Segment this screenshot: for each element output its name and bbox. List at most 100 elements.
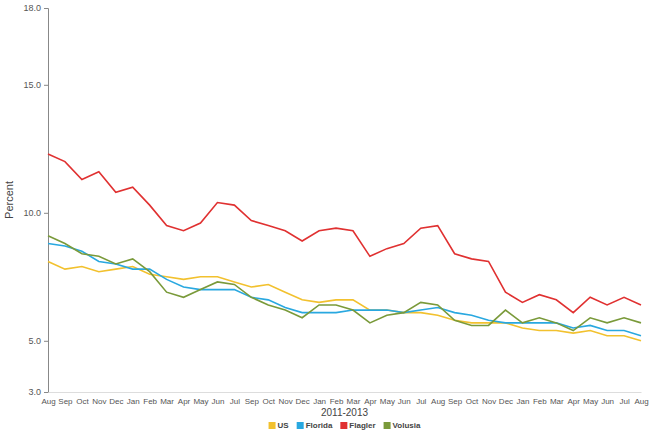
x-tick-label: May <box>380 397 395 406</box>
x-tick-label: Sep <box>58 397 73 406</box>
x-tick: Mar <box>550 392 564 406</box>
x-tick: Dec <box>109 392 123 406</box>
x-tick-label: Dec <box>499 397 513 406</box>
x-tick-label: Feb <box>143 397 157 406</box>
x-tick: Oct <box>466 392 479 406</box>
x-tick: Apr <box>364 392 377 406</box>
x-tick-label: May <box>583 397 598 406</box>
x-tick-label: Dec <box>109 397 123 406</box>
x-tick: Oct <box>76 392 89 406</box>
x-tick-label: Aug <box>41 397 55 406</box>
x-tick: Jun <box>398 392 411 406</box>
x-tick: Aug <box>634 392 648 406</box>
x-tick-label: Dec <box>296 397 310 406</box>
x-tick: Jul <box>230 392 240 406</box>
x-tick-label: Jan <box>313 397 326 406</box>
x-tick: Mar <box>347 392 361 406</box>
x-tick-label: Jul <box>619 397 629 406</box>
y-tick-label: 5.0 <box>28 336 41 346</box>
y-tick: 10.0 <box>23 208 48 218</box>
x-tick: Nov <box>279 392 293 406</box>
x-axis: AugSepOctNovDecJanFebMarAprMayJunJulSepO… <box>41 392 648 406</box>
x-tick-label: Jan <box>127 397 140 406</box>
legend-item: Flagler <box>340 421 375 430</box>
x-tick: Sep <box>245 392 260 406</box>
x-tick-label: Mar <box>347 397 361 406</box>
series-line <box>48 154 641 313</box>
x-axis-title: 2011-2013 <box>321 407 369 418</box>
series-line <box>48 236 641 331</box>
x-tick-label: Jul <box>416 397 426 406</box>
y-tick-label: 15.0 <box>23 80 41 90</box>
legend-swatch <box>297 422 304 429</box>
x-tick: Jun <box>601 392 614 406</box>
x-tick: Dec <box>499 392 513 406</box>
x-tick-label: Jun <box>398 397 411 406</box>
x-tick-label: Jun <box>211 397 224 406</box>
x-tick: Nov <box>482 392 496 406</box>
x-tick: Nov <box>92 392 106 406</box>
y-tick-label: 18.0 <box>23 3 41 13</box>
x-tick: Oct <box>263 392 276 406</box>
y-tick-mark <box>44 8 48 9</box>
x-tick: Feb <box>330 392 344 406</box>
x-tick: Aug <box>431 392 445 406</box>
x-tick-label: Sep <box>245 397 260 406</box>
x-tick: Jun <box>211 392 224 406</box>
series-line <box>48 261 641 340</box>
x-tick: Jul <box>416 392 426 406</box>
legend-label: US <box>278 421 290 430</box>
x-tick-label: Nov <box>482 397 496 406</box>
x-tick: May <box>380 392 395 406</box>
x-tick-label: Oct <box>263 397 276 406</box>
x-tick-label: Jul <box>230 397 240 406</box>
x-tick: Sep <box>58 392 73 406</box>
x-tick-label: Oct <box>76 397 89 406</box>
x-tick-label: May <box>193 397 208 406</box>
x-tick: Mar <box>160 392 174 406</box>
x-tick-label: Mar <box>550 397 564 406</box>
x-tick-label: Jun <box>601 397 614 406</box>
x-tick: Jan <box>313 392 326 406</box>
y-axis-line <box>44 9 49 393</box>
legend-label: Flagler <box>349 421 375 430</box>
x-tick-label: Apr <box>178 397 191 406</box>
legend-item: Florida <box>297 421 333 430</box>
x-tick: May <box>583 392 598 406</box>
y-tick-mark <box>44 392 48 393</box>
legend-swatch <box>384 422 391 429</box>
x-tick: Dec <box>296 392 310 406</box>
legend-swatch <box>269 422 276 429</box>
y-tick-mark <box>44 85 48 86</box>
x-tick: Feb <box>143 392 157 406</box>
x-tick-label: Feb <box>330 397 344 406</box>
x-tick: Apr <box>568 392 581 406</box>
x-tick: Jan <box>516 392 529 406</box>
x-tick-label: Sep <box>448 397 463 406</box>
legend: US Florida Flagler Volusia <box>269 421 421 430</box>
chart: 3.05.010.015.018.0AugSepOctNovDecJanFebM… <box>0 0 650 431</box>
y-tick-label: 10.0 <box>23 208 41 218</box>
y-tick: 5.0 <box>28 336 48 346</box>
x-tick: Jan <box>127 392 140 406</box>
x-tick-label: Feb <box>533 397 547 406</box>
x-tick-label: Apr <box>568 397 581 406</box>
x-tick-label: Oct <box>466 397 479 406</box>
x-tick-label: Mar <box>160 397 174 406</box>
x-tick: Aug <box>41 392 55 406</box>
y-tick-mark <box>44 213 48 214</box>
y-tick: 15.0 <box>23 80 48 90</box>
legend-item: US <box>269 421 290 430</box>
x-tick-label: Aug <box>431 397 445 406</box>
x-tick: Sep <box>448 392 463 406</box>
y-axis-title: Percent <box>3 181 15 219</box>
x-tick-label: Nov <box>92 397 106 406</box>
x-tick-label: Jan <box>516 397 529 406</box>
x-tick: Feb <box>533 392 547 406</box>
x-axis-line <box>49 392 642 393</box>
plot-area <box>48 154 641 341</box>
legend-swatch <box>340 422 347 429</box>
legend-item: Volusia <box>384 421 421 430</box>
y-axis: 3.05.010.015.018.0 <box>23 3 48 397</box>
legend-label: Volusia <box>393 421 421 430</box>
